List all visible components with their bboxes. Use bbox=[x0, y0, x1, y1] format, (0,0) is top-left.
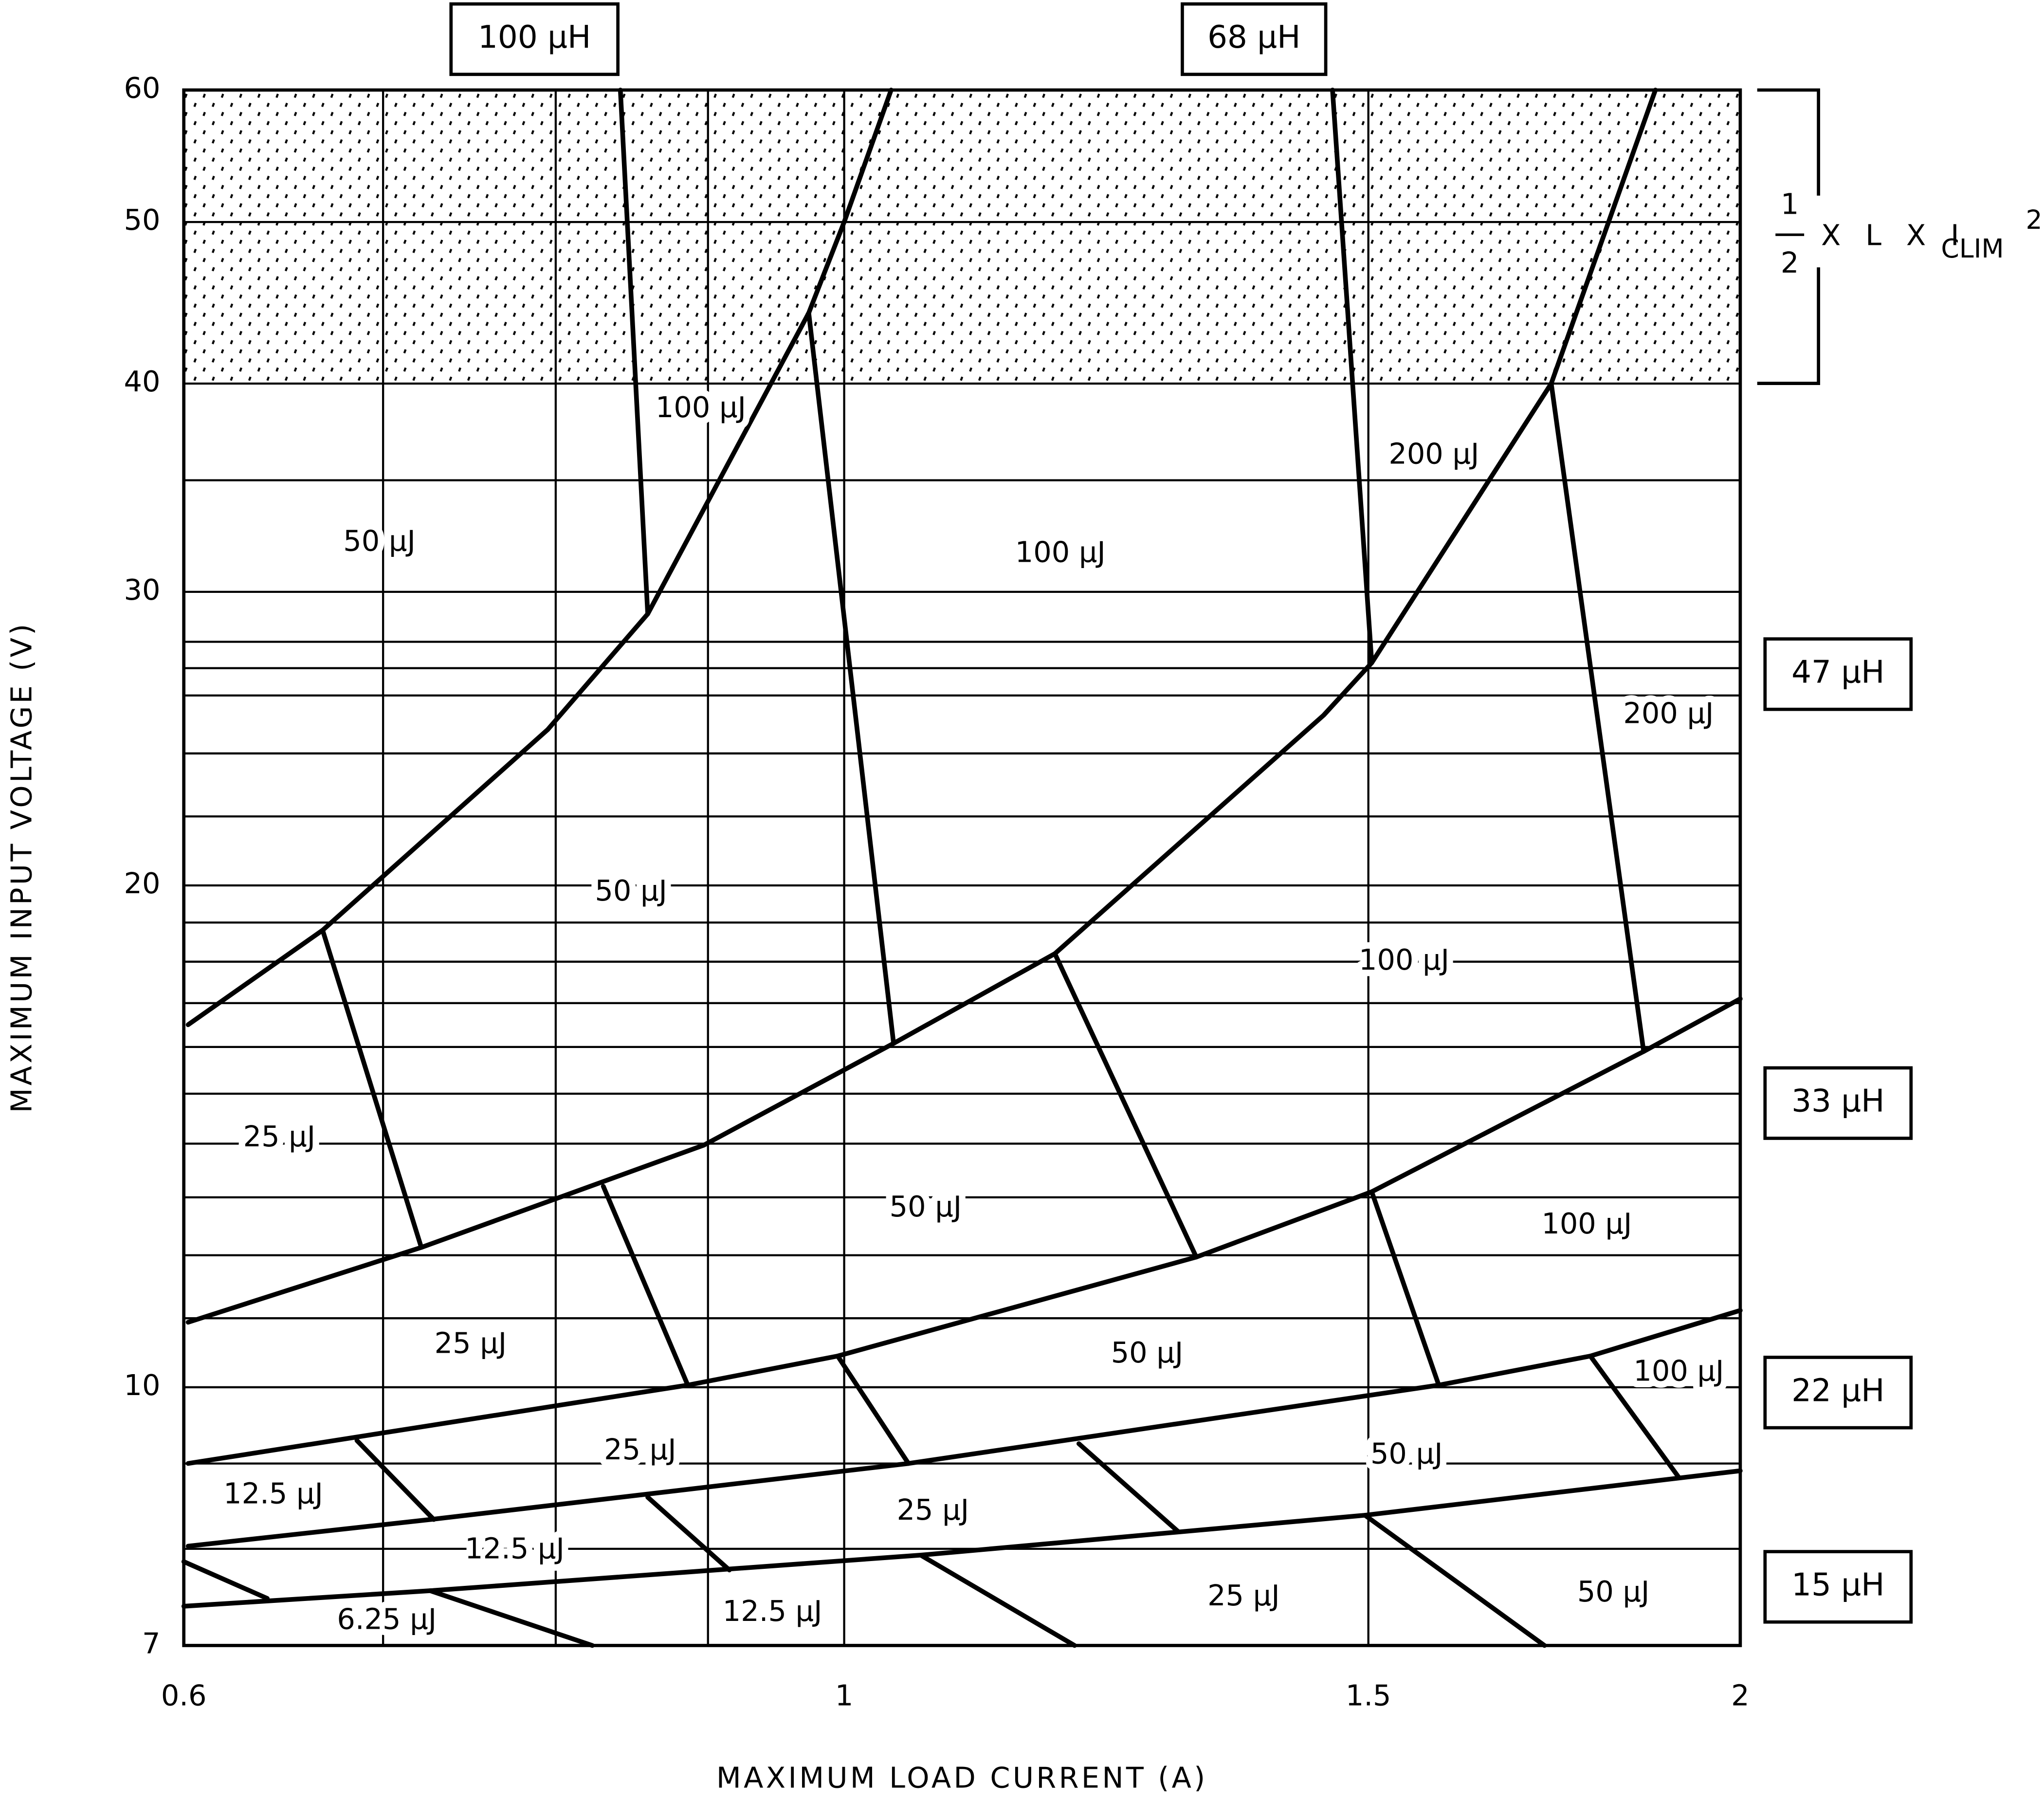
inductor-label: 68 μH bbox=[1207, 19, 1300, 55]
energy-label: 200 μJ bbox=[1388, 437, 1479, 471]
energy-label: 25 μJ bbox=[243, 1120, 316, 1153]
x-tick-label: 1.5 bbox=[1346, 1679, 1391, 1712]
inductor-box bbox=[1763, 637, 1913, 711]
curve bbox=[1549, 381, 1646, 1054]
inductor-label: 15 μH bbox=[1791, 1566, 1884, 1603]
energy-label: 6.25 μJ bbox=[337, 1602, 437, 1636]
curve bbox=[645, 1495, 732, 1573]
curve bbox=[835, 1353, 911, 1466]
energy-label: 100 μJ bbox=[656, 390, 746, 424]
shaded-region bbox=[183, 90, 1740, 384]
bracket bbox=[1757, 88, 1820, 385]
inductor-box bbox=[1181, 2, 1328, 76]
y-tick-label: 20 bbox=[124, 866, 160, 900]
curve bbox=[1330, 88, 1374, 665]
curve bbox=[354, 1438, 437, 1522]
plot-frame bbox=[182, 88, 1742, 1647]
background-layer bbox=[183, 90, 1740, 384]
y-tick-label: 10 bbox=[124, 1368, 160, 1402]
inductor-box bbox=[449, 2, 620, 76]
energy-label: 12.5 μJ bbox=[465, 1532, 565, 1565]
curve bbox=[320, 928, 424, 1250]
inductor-label: 47 μH bbox=[1791, 654, 1884, 690]
y-tick-label: 40 bbox=[124, 365, 160, 398]
grid-layer bbox=[182, 89, 1742, 1647]
energy-label: 50 μJ bbox=[1577, 1575, 1650, 1608]
y-tick-label: 30 bbox=[124, 573, 160, 607]
energy-label: 100 μJ bbox=[1541, 1207, 1632, 1240]
formula-denominator: 2 bbox=[1781, 246, 1799, 279]
curve bbox=[806, 311, 896, 1046]
curve bbox=[918, 1553, 1077, 1648]
curve bbox=[1076, 1441, 1181, 1534]
energy-label: 50 μJ bbox=[343, 524, 416, 557]
curve-layer bbox=[181, 88, 1743, 1648]
inductor-box bbox=[1763, 1550, 1913, 1624]
inductor-box bbox=[1763, 1356, 1913, 1430]
energy-label: 25 μJ bbox=[435, 1326, 507, 1360]
energy-label: 25 μJ bbox=[897, 1493, 969, 1526]
curve bbox=[185, 996, 1743, 1466]
energy-label: 50 μJ bbox=[1370, 1436, 1443, 1470]
y-tick-label: 7 bbox=[142, 1627, 160, 1660]
energy-label: 50 μJ bbox=[595, 874, 667, 907]
formula-numerator: 1 bbox=[1781, 187, 1799, 221]
energy-label: 50 μJ bbox=[890, 1190, 962, 1223]
energy-label: 100 μJ bbox=[1359, 943, 1449, 976]
energy-label: 50 μJ bbox=[1111, 1336, 1184, 1369]
curve bbox=[1588, 1353, 1681, 1480]
curve bbox=[185, 1308, 1743, 1549]
curve bbox=[181, 1559, 270, 1601]
formula-text: X L X I bbox=[1821, 219, 1967, 252]
y-axis-label: MAXIMUM INPUT VOLTAGE (V) bbox=[4, 621, 38, 1113]
energy-label: 100 μJ bbox=[1633, 1354, 1724, 1388]
energy-label: 200 μJ bbox=[1623, 696, 1714, 730]
energy-label: 25 μJ bbox=[1207, 1579, 1280, 1612]
formula-subscript: CLIM bbox=[1941, 233, 2004, 264]
y-tick-label: 50 bbox=[124, 203, 160, 237]
inductor-label: 33 μH bbox=[1791, 1083, 1884, 1120]
energy-label: 12.5 μJ bbox=[723, 1594, 822, 1628]
curve bbox=[601, 1184, 691, 1388]
curve bbox=[181, 1468, 1743, 1609]
curve bbox=[1362, 1513, 1547, 1648]
x-axis-label: MAXIMUM LOAD CURRENT (A) bbox=[716, 1761, 1208, 1794]
energy-label: 100 μJ bbox=[1015, 535, 1106, 569]
curve bbox=[618, 88, 650, 616]
inductor-label: 100 μH bbox=[478, 19, 591, 55]
x-tick-label: 0.6 bbox=[161, 1679, 207, 1712]
curve bbox=[1369, 1189, 1442, 1388]
curve bbox=[1052, 951, 1199, 1260]
inductor-label: 22 μH bbox=[1791, 1372, 1884, 1409]
y-tick-label: 60 bbox=[124, 71, 160, 105]
x-tick-label: 2 bbox=[1731, 1679, 1749, 1712]
curve bbox=[428, 1588, 595, 1648]
energy-label: 25 μJ bbox=[604, 1433, 676, 1466]
text-layer: 0.6 1 1.5 2 7 10 20 30 40 50 60 100 μJ 50 μJ 100 μJ 20… bbox=[124, 2, 1913, 1712]
x-tick-label: 1 bbox=[835, 1679, 853, 1712]
energy-label: 12.5 μJ bbox=[223, 1477, 323, 1510]
inductor-box bbox=[1763, 1066, 1913, 1140]
formula-superscript: 2 bbox=[2026, 204, 2043, 235]
